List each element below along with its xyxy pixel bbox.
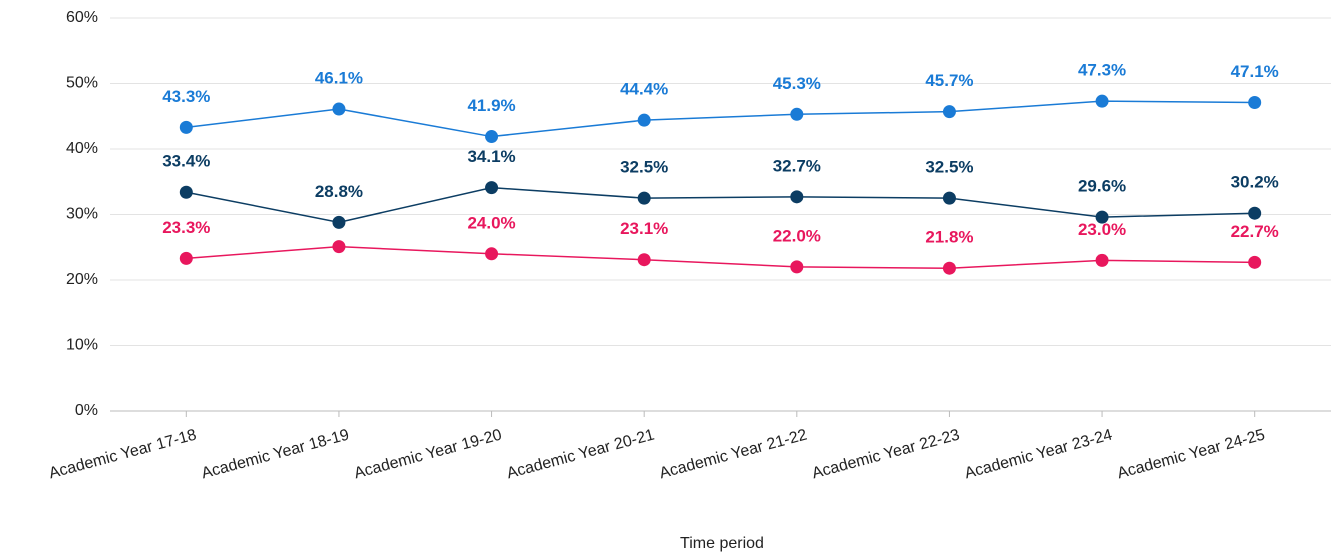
data-label: 32.7% <box>773 156 821 175</box>
series-line <box>186 245 1255 269</box>
data-point <box>332 215 346 229</box>
data-label: 23.0% <box>1078 220 1126 239</box>
data-point <box>485 247 499 261</box>
data-point <box>179 185 193 199</box>
data-label: 32.5% <box>620 158 668 177</box>
data-point <box>1248 255 1262 269</box>
data-point <box>1095 94 1109 108</box>
x-tick-label: Academic Year 20-21 <box>505 426 656 482</box>
x-tick-label: Academic Year 24-25 <box>1115 426 1266 482</box>
data-point <box>332 240 346 254</box>
data-point <box>790 190 804 204</box>
data-label: 47.1% <box>1231 62 1279 81</box>
y-tick-label: 20% <box>66 271 98 288</box>
series-line <box>186 186 1255 224</box>
data-label: 23.1% <box>620 219 668 238</box>
data-label: 21.8% <box>925 228 973 247</box>
series-line <box>186 100 1255 138</box>
data-label: 28.8% <box>315 182 363 201</box>
data-label: 23.3% <box>162 218 210 237</box>
data-point <box>179 120 193 134</box>
x-tick-label: Academic Year 18-19 <box>200 426 351 482</box>
data-label: 45.3% <box>773 74 821 93</box>
data-label: 33.4% <box>162 152 210 171</box>
data-label: 43.3% <box>162 87 210 106</box>
data-point <box>1248 95 1262 109</box>
data-point <box>179 251 193 265</box>
x-axis-label: Time period <box>680 535 764 552</box>
x-tick-label: Academic Year 22-23 <box>810 426 961 482</box>
data-point <box>942 105 956 119</box>
y-tick-label: 60% <box>66 9 98 26</box>
data-label: 29.6% <box>1078 177 1126 196</box>
data-label: 30.2% <box>1231 173 1279 192</box>
data-point <box>637 191 651 205</box>
data-point <box>637 113 651 127</box>
y-tick-label: 30% <box>66 206 98 223</box>
data-point <box>942 261 956 275</box>
data-label: 47.3% <box>1078 61 1126 80</box>
y-tick-label: 10% <box>66 337 98 354</box>
data-label: 44.4% <box>620 80 668 99</box>
data-point <box>942 191 956 205</box>
data-label: 22.7% <box>1231 222 1279 241</box>
data-point <box>332 102 346 116</box>
y-tick-label: 50% <box>66 75 98 92</box>
data-point <box>485 130 499 144</box>
data-point <box>637 253 651 267</box>
x-tick-label: Academic Year 23-24 <box>963 426 1114 482</box>
data-label: 32.5% <box>925 158 973 177</box>
data-label: 46.1% <box>315 69 363 88</box>
x-tick-label: Academic Year 19-20 <box>352 426 503 482</box>
data-point <box>790 107 804 121</box>
data-label: 45.7% <box>925 71 973 90</box>
data-label: 22.0% <box>773 226 821 245</box>
y-tick-label: 40% <box>66 140 98 157</box>
y-tick-label: 0% <box>75 402 98 419</box>
data-label: 41.9% <box>467 96 515 115</box>
data-point <box>790 260 804 274</box>
data-point <box>485 181 499 195</box>
data-label: 24.0% <box>467 213 515 232</box>
data-label: 34.1% <box>467 147 515 166</box>
x-tick-label: Academic Year 21-22 <box>658 426 809 482</box>
data-point <box>1095 210 1109 224</box>
x-tick-label: Academic Year 17-18 <box>47 426 198 482</box>
data-point <box>1248 206 1262 220</box>
data-point <box>1095 253 1109 267</box>
